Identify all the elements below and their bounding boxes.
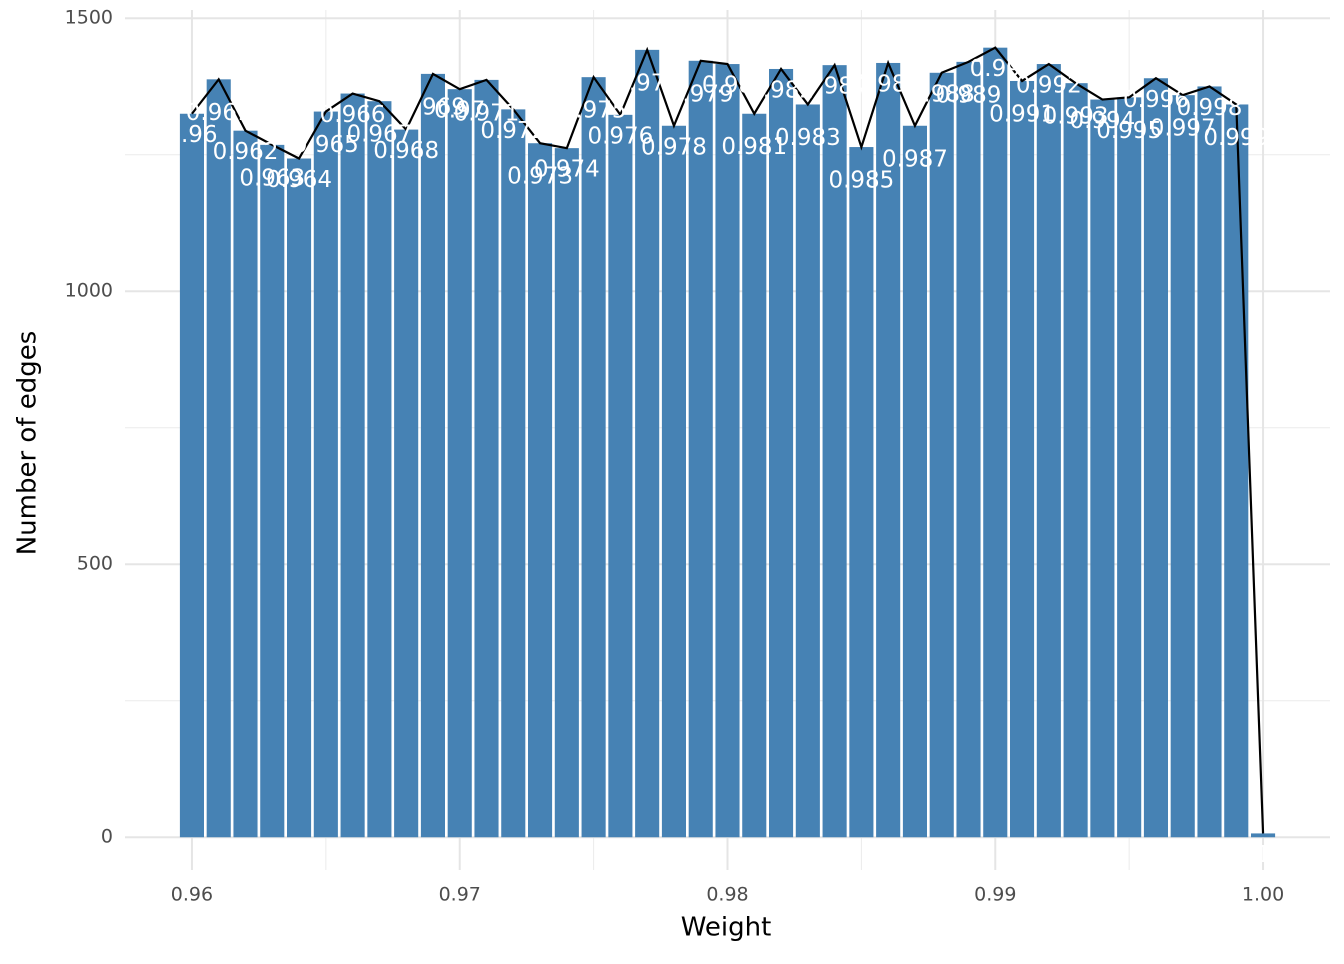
bar (287, 158, 312, 838)
bar (1170, 95, 1195, 838)
bar (206, 79, 231, 838)
bar (179, 113, 204, 838)
bar-label: 0.993 (1043, 104, 1109, 130)
y-tick-label: 500 (77, 553, 113, 575)
bar-label: 0.994 (1069, 108, 1135, 134)
bar-label: 0.987 (882, 146, 948, 172)
bar-label: 0.984 (802, 74, 868, 100)
bar (233, 130, 258, 838)
bar (635, 49, 660, 838)
bar-label: 0.989 (936, 82, 1002, 108)
x-tick-label: 1.00 (1242, 884, 1284, 906)
bar (447, 89, 472, 838)
bar-label: 0.978 (641, 134, 707, 160)
bar (688, 60, 713, 838)
bar (394, 129, 419, 838)
bar-label: 0.98 (702, 73, 753, 99)
bar (795, 104, 820, 838)
bar (474, 79, 499, 838)
marks: 0.960.9610.9620.9630.9640.9650.9660.9670… (166, 46, 1276, 868)
bar-label: 0.97 (434, 98, 485, 124)
bar-label: 0.986 (855, 71, 921, 97)
bar (849, 147, 874, 838)
bar (1251, 833, 1276, 838)
bar (956, 61, 981, 838)
bar (715, 64, 740, 838)
bar-label: 0.974 (534, 157, 600, 183)
bar (1036, 64, 1061, 838)
bar (769, 68, 794, 838)
bar (661, 125, 686, 838)
bar-label: 0.975 (561, 98, 627, 124)
bar-label: 0.988 (909, 81, 975, 107)
bar-label: 0.999 (1203, 125, 1269, 151)
x-tick-label: 0.97 (439, 884, 481, 906)
bar-label: 0.982 (748, 77, 814, 103)
bar (313, 111, 338, 838)
bar-label: 0.979 (668, 81, 734, 107)
bar (501, 109, 526, 838)
bar (822, 65, 847, 838)
x-axis-title: Weight (681, 913, 772, 943)
bar-label: 0.977 (614, 70, 680, 96)
bar-label: 0.983 (775, 125, 841, 151)
bar-label: 0.973 (507, 164, 573, 190)
bar (528, 143, 553, 838)
bar-label: 0.967 (346, 122, 412, 148)
bar (1010, 80, 1035, 838)
bar-label: 0.971 (454, 100, 520, 126)
bar-label: 0.99 (970, 56, 1021, 82)
bar (367, 101, 392, 838)
bar (420, 73, 445, 838)
y-tick-label: 0 (101, 826, 113, 848)
bar (742, 113, 767, 838)
bar-label: 0.996 (1123, 87, 1189, 113)
bar-label: 0.968 (373, 138, 439, 164)
bar-label: 0.965 (293, 132, 359, 158)
bar-label: 1 (1256, 842, 1271, 868)
bar-label: 0.961 (186, 100, 252, 126)
bar-label: 0.992 (1016, 73, 1082, 99)
bar-label: 0.997 (1150, 116, 1216, 142)
bar-label: 0.96 (166, 122, 217, 148)
bar-label: 0.976 (587, 123, 653, 149)
bar-label: 0.995 (1096, 118, 1162, 144)
x-tick-label: 0.99 (974, 884, 1016, 906)
bar (340, 93, 365, 838)
bar-label: 0.963 (239, 165, 305, 191)
x-tick-label: 0.96 (171, 884, 213, 906)
trend-line (191, 46, 1265, 834)
bar (1117, 97, 1142, 838)
y-axis-title: Number of edges (13, 331, 43, 556)
bar (876, 62, 901, 838)
bar-label: 0.991 (989, 101, 1055, 127)
bar (1143, 78, 1168, 838)
bar-label: 0.964 (266, 167, 332, 193)
bar-label: 0.998 (1177, 95, 1243, 121)
bar (902, 125, 927, 838)
bar (1197, 86, 1222, 838)
bar (1090, 99, 1115, 838)
bar (260, 144, 285, 838)
bar (1063, 83, 1088, 838)
y-tick-label: 1500 (65, 7, 113, 29)
bar-label: 0.981 (721, 134, 787, 160)
bar (554, 148, 579, 838)
bar-label: 0.962 (213, 139, 279, 165)
bar (581, 77, 606, 838)
bar (1224, 104, 1249, 838)
y-tick-label: 1000 (65, 280, 113, 302)
bar-label: 0.969 (400, 94, 466, 120)
x-tick-label: 0.98 (706, 884, 748, 906)
bar (608, 114, 633, 838)
bar (929, 72, 954, 838)
bar-label: 0.985 (828, 168, 894, 194)
bar-label: 0.966 (320, 102, 386, 128)
bar-label: 0.972 (480, 118, 546, 144)
bar (983, 47, 1008, 838)
